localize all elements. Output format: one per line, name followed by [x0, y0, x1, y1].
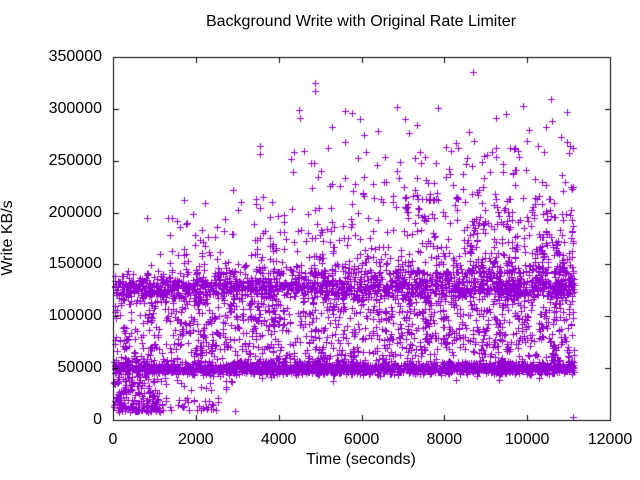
y-tick-label: 350000: [48, 48, 102, 65]
y-tick-label: 100000: [48, 307, 102, 325]
y-tick-label: 50000: [57, 359, 103, 377]
x-tick-label: 0: [108, 431, 118, 448]
x-tick-label: 10000: [504, 431, 550, 448]
y-tick-label: 0: [93, 411, 102, 428]
x-tick-label: 12000: [587, 431, 633, 448]
y-tick-label: 300000: [48, 99, 102, 117]
y-tick-label: 250000: [48, 151, 102, 169]
x-tick-label: 4000: [260, 431, 297, 448]
y-tick-label: 200000: [48, 203, 102, 221]
chart-title: Background Write with Original Rate Limi…: [205, 13, 517, 30]
x-tick-label: 2000: [178, 431, 214, 448]
x-tick-label: 8000: [426, 431, 463, 448]
x-axis-label: Time (seconds): [306, 451, 416, 468]
y-tick-label: 150000: [48, 255, 102, 273]
x-tick-label: 6000: [343, 431, 380, 448]
y-axis-label: Write KB/s: [0, 200, 16, 276]
